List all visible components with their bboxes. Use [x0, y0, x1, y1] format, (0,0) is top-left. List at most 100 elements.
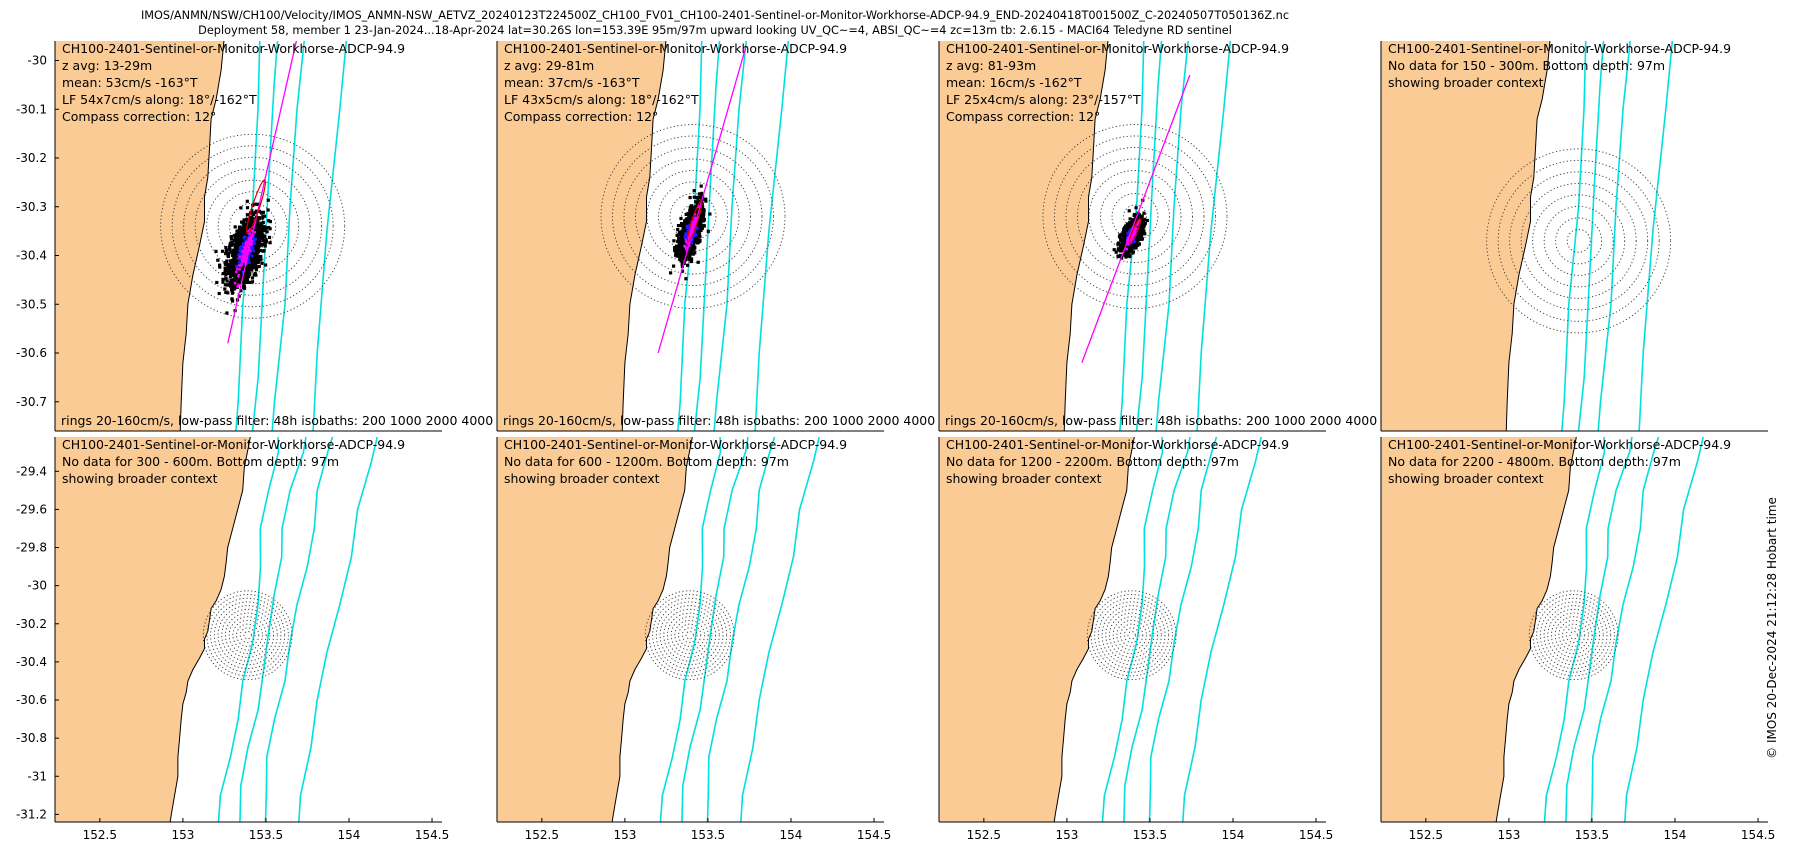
velocity-point — [234, 258, 238, 262]
x-tick-label: 154.5 — [857, 828, 891, 842]
velocity-point — [232, 238, 236, 242]
velocity-point — [1131, 218, 1135, 222]
velocity-point — [698, 238, 702, 242]
panels-group: CH100-2401-Sentinel-or-Monitor-Workhorse… — [16, 41, 1775, 842]
velocity-point — [257, 244, 261, 248]
velocity-point — [1123, 243, 1127, 247]
lowpass-highlight-point — [234, 270, 238, 274]
lowpass-highlight-point — [683, 244, 686, 248]
velocity-point — [688, 205, 692, 209]
panel-bottom-4: CH100-2401-Sentinel-or-Monitor-Workhorse… — [1380, 437, 1775, 842]
velocity-point — [1140, 221, 1144, 225]
velocity-point — [224, 277, 228, 281]
isobath-line — [659, 437, 722, 822]
panel-annotation: CH100-2401-Sentinel-or-Monitor-Workhorse… — [1388, 41, 1731, 56]
speed-ring — [239, 627, 256, 644]
isobath-line — [693, 41, 721, 431]
y-tick-label: -30.8 — [16, 731, 47, 745]
velocity-point — [1119, 237, 1123, 242]
velocity-point — [1114, 250, 1118, 254]
velocity-point — [268, 227, 272, 231]
speed-ring — [229, 202, 277, 250]
velocity-point — [1132, 246, 1136, 250]
velocity-point — [1136, 238, 1141, 242]
velocity-point — [256, 225, 260, 229]
velocity-point — [692, 247, 696, 252]
velocity-point — [1142, 211, 1146, 215]
velocity-point — [226, 254, 231, 259]
velocity-point — [681, 242, 685, 246]
lowpass-point — [248, 261, 251, 264]
velocity-point — [682, 239, 686, 244]
velocity-point — [245, 213, 249, 217]
y-tick-label: -30.4 — [16, 249, 47, 263]
velocity-point — [263, 227, 267, 231]
panel-annotation: CH100-2401-Sentinel-or-Monitor-Workhorse… — [62, 41, 405, 56]
velocity-point — [230, 291, 235, 295]
velocity-point — [254, 220, 259, 224]
speed-ring — [659, 605, 720, 666]
x-tick-label: 154 — [1664, 828, 1687, 842]
velocity-point — [245, 278, 249, 282]
velocity-point — [243, 274, 247, 278]
lowpass-point — [1129, 228, 1132, 231]
speed-ring — [1562, 623, 1586, 647]
velocity-point — [231, 299, 235, 303]
lowpass-point — [685, 224, 689, 228]
lowpass-highlight-point — [235, 267, 239, 271]
velocity-point — [694, 200, 698, 204]
velocity-point — [251, 265, 255, 269]
velocity-point — [697, 224, 701, 228]
velocity-point — [237, 259, 241, 263]
lowpass-highlight-point — [239, 263, 243, 267]
figure-title-line2: Deployment 58, member 1 23-Jan-2024...18… — [198, 24, 1232, 37]
velocity-point — [230, 289, 234, 293]
panel-annotation: No data for 600 - 1200m. Bottom depth: 9… — [504, 454, 789, 469]
velocity-point — [250, 280, 255, 284]
velocity-point — [225, 266, 230, 270]
panel-footer: rings 20-160cm/s, low-pass filter: 48h i… — [61, 413, 493, 428]
lowpass-highlight-point — [238, 267, 242, 271]
velocity-point — [218, 263, 222, 267]
velocity-point — [217, 291, 221, 296]
velocity-point — [1141, 227, 1145, 231]
velocity-point — [1127, 209, 1131, 213]
velocity-point — [677, 233, 682, 237]
lowpass-highlight-point — [243, 251, 247, 255]
lowpass-point — [696, 227, 699, 230]
y-tick-label: -30.4 — [16, 655, 47, 669]
lowpass-point — [693, 233, 697, 236]
velocity-point — [234, 253, 238, 257]
lowpass-point — [685, 233, 688, 237]
velocity-point — [696, 260, 700, 264]
x-tick-label: 153.5 — [249, 828, 283, 842]
x-tick-label: 153 — [1055, 828, 1078, 842]
velocity-point — [237, 232, 241, 237]
y-tick-label: -30.6 — [16, 346, 47, 360]
panel-annotation: No data for 2200 - 4800m. Bottom depth: … — [1388, 454, 1681, 469]
velocity-point — [232, 242, 236, 246]
y-tick-label: -30 — [27, 54, 47, 68]
velocity-point — [250, 215, 254, 219]
land-area — [55, 437, 251, 822]
speed-ring — [1042, 124, 1228, 309]
velocity-point — [1134, 220, 1138, 224]
speed-ring — [1566, 228, 1591, 253]
speed-ring — [1094, 597, 1170, 673]
y-tick-label: -29.8 — [16, 541, 47, 555]
velocity-point — [1135, 235, 1139, 239]
velocity-point — [267, 235, 272, 239]
velocity-point — [223, 266, 227, 270]
velocity-point — [700, 196, 704, 200]
variance-ellipse — [245, 179, 266, 235]
velocity-point — [223, 283, 227, 287]
lowpass-highlight-point — [253, 230, 257, 234]
isobath-line — [217, 437, 280, 822]
panel-annotation: No data for 300 - 600m. Bottom depth: 97… — [62, 454, 339, 469]
isobath-line — [1135, 41, 1163, 431]
velocity-point — [1126, 248, 1130, 252]
velocity-point — [266, 208, 270, 212]
x-tick-label: 153 — [171, 828, 194, 842]
speed-ring — [1120, 623, 1144, 647]
velocity-point — [214, 249, 218, 253]
